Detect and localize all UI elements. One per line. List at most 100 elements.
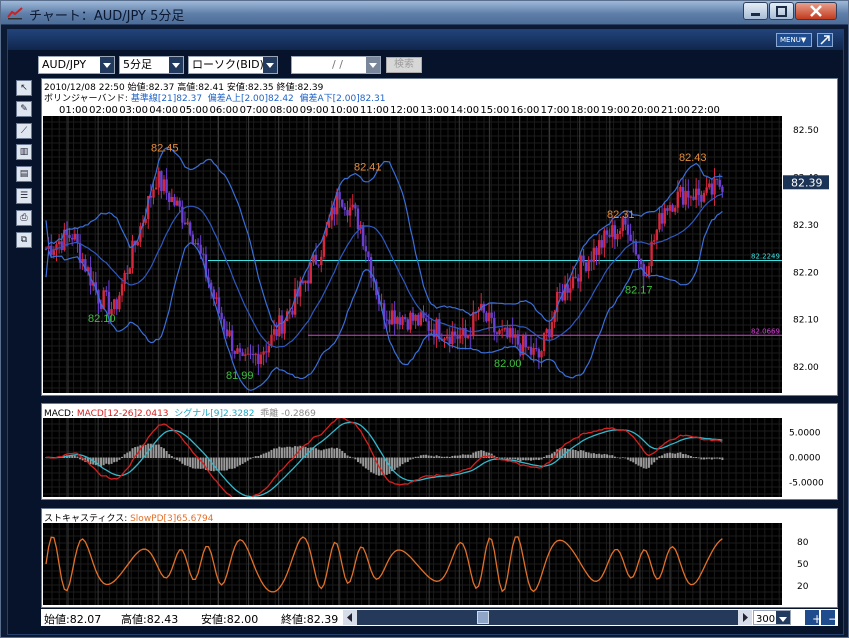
histogram-bar xyxy=(679,452,682,458)
time-tick-label: 22:00 xyxy=(691,105,720,115)
histogram-bar xyxy=(516,457,519,461)
histogram-bar xyxy=(380,457,383,476)
histogram-bar xyxy=(160,447,163,458)
scroll-thumb[interactable] xyxy=(477,611,489,624)
scroll-right-button[interactable] xyxy=(738,610,752,625)
candle-body xyxy=(443,338,446,341)
price-tick-label: 82.00 xyxy=(793,363,819,373)
histogram-bar xyxy=(330,447,333,458)
cursor-tool[interactable]: ↖ xyxy=(16,80,32,96)
time-tick-label: 09:00 xyxy=(300,105,329,115)
notes-tool[interactable]: ☰ xyxy=(16,188,32,204)
candle-body xyxy=(372,277,375,282)
histogram-bar xyxy=(280,447,283,458)
popout-button[interactable] xyxy=(817,33,833,47)
candle-body xyxy=(225,329,229,337)
histogram-bar xyxy=(356,457,359,463)
time-tick-label: 07:00 xyxy=(240,105,269,115)
candle-body xyxy=(257,353,260,365)
bars-tool[interactable]: ▥ xyxy=(16,144,32,160)
minimize-button[interactable] xyxy=(743,2,768,20)
histogram-bar xyxy=(689,456,692,458)
date-input[interactable]: / / xyxy=(291,56,381,74)
candle-body xyxy=(401,316,404,325)
histogram-bar xyxy=(170,456,173,458)
histogram-bar xyxy=(128,451,131,458)
candle-body xyxy=(705,187,708,193)
histogram-bar xyxy=(532,457,535,461)
candle-body xyxy=(341,199,344,207)
candle-body xyxy=(306,280,310,284)
chevron-down-icon xyxy=(100,57,114,73)
candle-body xyxy=(212,289,215,299)
bollinger-base-line xyxy=(45,193,723,349)
histogram-bar xyxy=(438,456,441,458)
histogram-bar xyxy=(427,455,430,458)
bar-count-select[interactable]: 300 xyxy=(753,610,791,625)
candle-body xyxy=(362,225,365,247)
layers-icon: ▤ xyxy=(19,169,29,179)
copy-tool[interactable]: ⧉ xyxy=(16,232,32,248)
histogram-bar xyxy=(152,443,155,458)
histogram-bar xyxy=(453,455,456,458)
time-tick-label: 20:00 xyxy=(631,105,660,115)
close-button[interactable] xyxy=(795,2,837,20)
candle-body xyxy=(618,230,622,235)
scroll-left-button[interactable] xyxy=(343,610,357,625)
trend-tool[interactable]: ⟋ xyxy=(16,123,32,139)
candle-body xyxy=(527,346,530,348)
time-scrollbar[interactable] xyxy=(343,610,752,625)
histogram-bar xyxy=(370,457,373,473)
price-chart[interactable]: 82.45 82.41 82.31 82.43 82.10 81.99 82.00 82.17… xyxy=(43,116,782,393)
candle-body xyxy=(385,319,389,321)
candle-body xyxy=(118,295,121,310)
histogram-bar xyxy=(592,453,595,458)
histogram-bar xyxy=(616,457,619,458)
histogram-bar xyxy=(391,457,394,472)
histogram-bar xyxy=(451,455,454,458)
search-button[interactable]: 検索 xyxy=(386,57,422,73)
print-tool[interactable]: ⎙ xyxy=(16,210,32,226)
candle-body xyxy=(168,192,171,203)
pencil-tool[interactable]: ✎ xyxy=(16,101,32,117)
histogram-bar xyxy=(189,457,192,468)
macd-chart[interactable] xyxy=(43,418,782,497)
maximize-button[interactable] xyxy=(769,2,794,20)
histogram-bar xyxy=(661,455,664,458)
histogram-bar xyxy=(181,457,184,464)
support-line-label: 82.2249 xyxy=(751,252,780,260)
title-bar[interactable]: チャート：AUD/JPY 5分足 xyxy=(1,1,848,25)
candle-body xyxy=(498,330,501,334)
histogram-bar xyxy=(632,457,635,463)
time-tick-label: 11:00 xyxy=(360,105,389,115)
histogram-bar xyxy=(668,452,671,458)
zoom-in-button[interactable]: + xyxy=(805,610,822,626)
histogram-bar xyxy=(561,448,564,458)
histogram-bar xyxy=(522,457,525,461)
histogram-bar xyxy=(608,455,611,458)
histogram-bar xyxy=(265,452,268,458)
candle-body xyxy=(655,229,659,241)
candle-body xyxy=(550,322,554,338)
bollinger-lower-line xyxy=(45,210,723,391)
menu-button[interactable]: MENU▼ xyxy=(776,33,812,47)
layers-tool[interactable]: ▤ xyxy=(16,166,32,182)
stochastic-chart[interactable] xyxy=(43,523,782,605)
candle-body xyxy=(283,321,286,334)
candle-body xyxy=(170,196,174,203)
chart-kind-select[interactable]: ローソク(BID) xyxy=(188,56,278,74)
histogram-bar xyxy=(86,457,89,463)
price-info-line: 2010/12/08 22:50 始値:82.37 高値:82.41 安値:82… xyxy=(44,83,324,93)
candle-body xyxy=(325,227,328,236)
candle-body xyxy=(516,334,520,345)
candle-body xyxy=(251,353,255,355)
histogram-bar xyxy=(364,457,367,469)
interval-select[interactable]: 5分足 xyxy=(119,56,184,74)
pair-select[interactable]: AUD/JPY xyxy=(38,56,115,74)
candle-body xyxy=(645,275,648,277)
candle-body xyxy=(272,329,276,335)
histogram-bar xyxy=(430,455,433,458)
minimize-icon xyxy=(751,13,760,16)
zoom-out-button[interactable]: − xyxy=(821,610,838,626)
candle-body xyxy=(267,345,271,353)
